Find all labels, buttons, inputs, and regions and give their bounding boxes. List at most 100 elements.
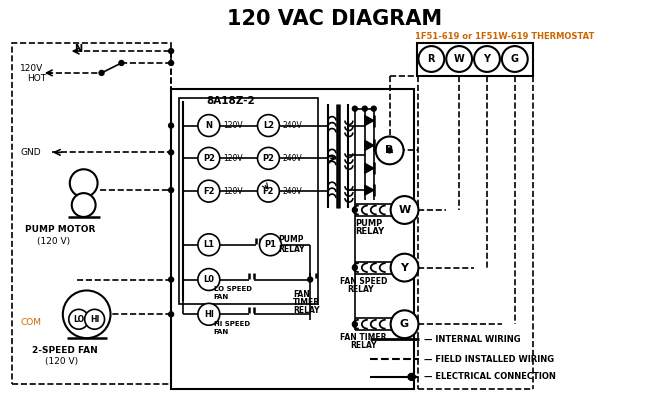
Text: N: N [205,121,212,130]
Text: FAN: FAN [293,290,310,299]
Text: F2: F2 [203,186,214,196]
Circle shape [169,60,174,65]
Circle shape [362,106,367,111]
Text: R: R [427,54,435,64]
Text: — FIELD INSTALLED WIRING: — FIELD INSTALLED WIRING [424,354,555,364]
Circle shape [376,137,403,164]
Circle shape [391,254,419,282]
Text: 1F51-619 or 1F51W-619 THERMOSTAT: 1F51-619 or 1F51W-619 THERMOSTAT [415,32,595,41]
Circle shape [408,373,415,380]
Text: COM: COM [20,318,41,327]
Text: (120 V): (120 V) [37,237,70,246]
Text: 120V: 120V [222,154,243,163]
Circle shape [70,169,98,197]
Text: LO SPEED: LO SPEED [214,287,252,292]
Text: LO: LO [73,315,84,324]
Bar [417,43,533,76]
Circle shape [198,234,220,256]
Text: 2-SPEED FAN: 2-SPEED FAN [32,346,98,354]
Circle shape [474,46,500,72]
Bar [171,89,415,389]
Text: 240V: 240V [282,121,302,130]
Circle shape [257,115,279,137]
Text: RELAY: RELAY [347,285,373,294]
Polygon shape [364,140,374,150]
Circle shape [198,303,220,325]
Text: (120 V): (120 V) [45,357,78,367]
Text: HI SPEED: HI SPEED [214,321,250,327]
Text: 8A18Z-2: 8A18Z-2 [206,96,255,106]
Text: RELAY: RELAY [355,228,384,236]
Bar [179,98,318,304]
Circle shape [352,265,357,270]
Circle shape [169,150,174,155]
Circle shape [419,46,444,72]
Circle shape [169,188,174,193]
Text: L0: L0 [203,275,214,284]
Text: W: W [399,205,411,215]
Text: PUMP: PUMP [355,220,382,228]
Text: FAN TIMER: FAN TIMER [340,333,387,341]
Text: L1: L1 [203,240,214,249]
Circle shape [387,148,392,153]
Text: — ELECTRICAL CONNECTION: — ELECTRICAL CONNECTION [424,372,556,381]
Circle shape [502,46,528,72]
Circle shape [257,147,279,169]
Text: RELAY: RELAY [293,306,320,315]
Text: FAN: FAN [214,329,229,335]
Circle shape [446,46,472,72]
Text: FAN SPEED: FAN SPEED [340,277,387,286]
Circle shape [169,312,174,317]
Text: L2: L2 [263,121,274,130]
Circle shape [169,277,174,282]
Text: G: G [400,319,409,329]
Text: Y: Y [401,263,409,273]
Text: — INTERNAL WIRING: — INTERNAL WIRING [424,335,521,344]
Text: HOT: HOT [27,74,46,83]
Circle shape [308,277,313,282]
Text: P2: P2 [263,154,275,163]
Text: F2: F2 [263,186,274,196]
Text: Y: Y [484,54,490,64]
Text: TIMER: TIMER [293,298,320,307]
Text: 120 VAC DIAGRAM: 120 VAC DIAGRAM [227,9,443,29]
Text: RELAY: RELAY [278,245,305,254]
Circle shape [198,269,220,290]
Text: P2: P2 [203,154,215,163]
Text: PUMP: PUMP [278,235,304,244]
Circle shape [169,123,174,128]
Circle shape [371,106,377,111]
Text: P1: P1 [265,240,277,249]
Circle shape [198,115,220,137]
Circle shape [84,309,105,329]
Circle shape [198,180,220,202]
Circle shape [352,322,357,327]
Circle shape [391,196,419,224]
Text: PUMP MOTOR: PUMP MOTOR [25,225,95,234]
Text: 120V: 120V [222,121,243,130]
Text: FAN: FAN [214,295,229,300]
Text: GND: GND [20,148,41,157]
Circle shape [352,207,357,212]
Circle shape [391,310,419,338]
Circle shape [69,309,88,329]
Text: HI: HI [90,315,99,324]
Text: W: W [454,54,464,64]
Circle shape [72,193,96,217]
Polygon shape [364,185,374,195]
Circle shape [352,106,357,111]
Circle shape [169,49,174,54]
Text: 120V: 120V [20,65,44,73]
Circle shape [259,234,281,256]
Text: R: R [385,145,394,155]
Circle shape [198,147,220,169]
Circle shape [257,180,279,202]
Circle shape [119,60,124,65]
Text: 240V: 240V [282,154,302,163]
Text: 240V: 240V [282,186,302,196]
Text: 120V: 120V [222,186,243,196]
Text: HI: HI [204,310,214,319]
Text: N: N [74,44,82,54]
Circle shape [63,290,111,338]
Polygon shape [364,163,374,173]
